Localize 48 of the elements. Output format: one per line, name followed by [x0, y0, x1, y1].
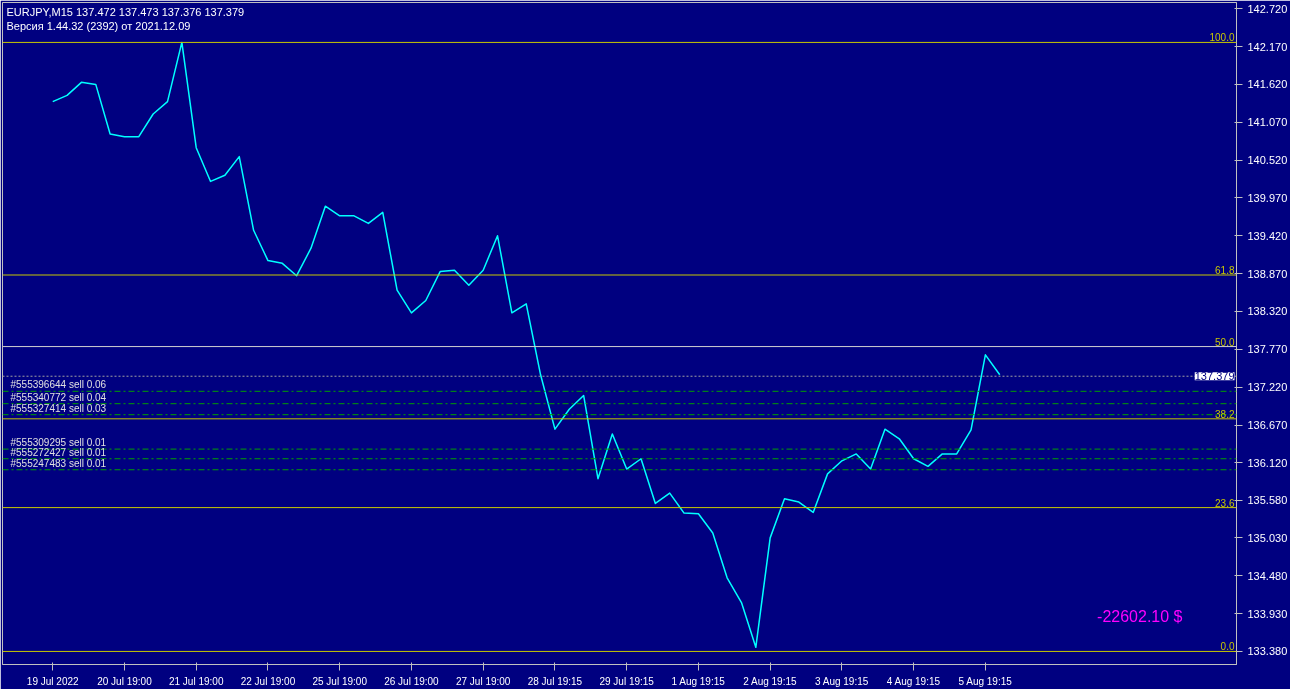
- ref-line-label: #555327414 sell 0.03: [10, 402, 107, 414]
- x-tick-label: 21 Jul 19:00: [168, 675, 224, 687]
- x-tick-label: 4 Aug 19:15: [886, 675, 941, 687]
- annotation: 61.8: [1215, 265, 1235, 277]
- y-tick-label: 142.720: [1247, 2, 1288, 15]
- ref-line-label: #555272427 sell 0.01: [10, 446, 107, 458]
- x-tick-label: 20 Jul 19:00: [97, 675, 153, 687]
- chart-title: EURJPY,M15 137.472 137.473 137.376 137.379: [6, 5, 245, 18]
- annotation: -22602.10 $: [1097, 607, 1183, 625]
- x-tick-label: 5 Aug 19:15: [958, 675, 1013, 687]
- y-tick-label: 135.030: [1247, 531, 1288, 544]
- ref-line-label: #555396644 sell 0.06: [10, 379, 107, 391]
- y-tick-label: 141.620: [1247, 78, 1288, 91]
- y-tick-label: 133.380: [1247, 645, 1288, 658]
- ref-line-label: #555340772 sell 0.04: [10, 391, 107, 403]
- x-tick-label: 22 Jul 19:00: [240, 675, 296, 687]
- x-tick-label: 1 Aug 19:15: [671, 675, 726, 687]
- annotation: 0.0: [1220, 641, 1235, 653]
- x-tick-label: 3 Aug 19:15: [814, 675, 869, 687]
- x-tick-label: 26 Jul 19:00: [384, 675, 440, 687]
- annotation: 38.2: [1215, 408, 1235, 420]
- annotation: 23.6: [1215, 497, 1235, 509]
- y-tick-label: 133.930: [1247, 607, 1288, 620]
- y-tick-label: 136.670: [1247, 419, 1288, 432]
- y-tick-label: 139.420: [1247, 229, 1288, 242]
- x-tick-label: 2 Aug 19:15: [743, 675, 798, 687]
- ref-line-label: #555309295 sell 0.01: [10, 437, 107, 449]
- text: Версия 1.44.32 (2392) от 2021.12.09: [6, 19, 191, 32]
- x-tick-label: 28 Jul 19:15: [527, 675, 583, 687]
- ref-line-label: #555247483 sell 0.01: [10, 457, 107, 469]
- y-tick-label: 141.070: [1247, 116, 1288, 129]
- ref-line-label: 137.379: [1194, 370, 1235, 383]
- x-tick-label: 19 Jul 2022: [26, 675, 80, 687]
- y-tick-label: 140.520: [1247, 154, 1288, 167]
- x-tick-label: 29 Jul 19:15: [599, 675, 655, 687]
- y-tick-label: 137.770: [1247, 343, 1288, 356]
- y-tick-label: 138.870: [1247, 267, 1288, 280]
- x-tick-label: 25 Jul 19:00: [312, 675, 368, 687]
- annotation: 100.0: [1209, 32, 1235, 44]
- annotation: 50.0: [1215, 336, 1235, 348]
- y-tick-label: 139.970: [1247, 191, 1288, 204]
- y-tick-label: 136.120: [1247, 456, 1288, 469]
- y-tick-label: 134.480: [1247, 569, 1288, 582]
- y-tick-label: 138.320: [1247, 305, 1288, 318]
- x-tick-label: 27 Jul 19:00: [455, 675, 511, 687]
- y-tick-label: 142.170: [1247, 40, 1288, 53]
- y-tick-label: 137.220: [1247, 381, 1288, 394]
- y-tick-label: 135.580: [1247, 494, 1288, 507]
